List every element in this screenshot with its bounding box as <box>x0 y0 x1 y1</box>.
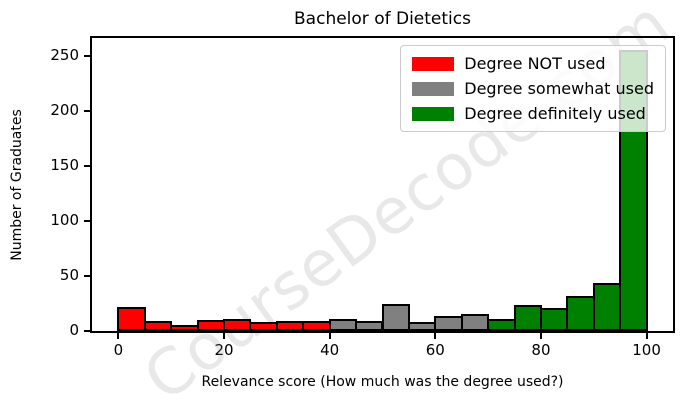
histogram-bar <box>223 319 252 331</box>
histogram-bar <box>592 282 622 331</box>
histogram-bar <box>487 319 516 331</box>
y-tick-mark <box>84 164 90 167</box>
legend: Degree NOT used Degree somewhat used Deg… <box>400 45 666 132</box>
y-tick-mark <box>84 274 90 277</box>
x-tick-label: 40 <box>320 341 340 359</box>
histogram-bar <box>407 322 437 331</box>
y-tick-label: 150 <box>50 155 79 174</box>
legend-entry-somewhat-used: Degree somewhat used <box>412 79 654 98</box>
histogram-bar <box>566 295 595 331</box>
x-tick-label: 20 <box>214 341 234 359</box>
histogram-bar <box>143 321 173 331</box>
y-tick-mark <box>84 330 90 332</box>
y-axis-label: Number of Graduates <box>9 109 25 261</box>
legend-entry-not-used: Degree NOT used <box>412 54 654 73</box>
histogram-bar <box>117 306 146 331</box>
x-tick-mark <box>539 333 542 339</box>
histogram-bar <box>249 322 278 331</box>
y-tick-label: 50 <box>59 265 79 284</box>
histogram-bar <box>328 319 358 331</box>
x-tick-label: 0 <box>113 341 124 359</box>
x-tick-mark <box>328 333 331 339</box>
histogram-bar <box>460 313 490 331</box>
histogram-bar <box>170 324 199 331</box>
histogram-bar <box>539 308 569 331</box>
x-tick-label: 80 <box>531 341 551 359</box>
y-tick-label: 200 <box>50 100 79 119</box>
legend-swatch-green <box>412 106 455 121</box>
legend-label: Degree NOT used <box>464 54 606 73</box>
histogram-bar <box>381 303 410 331</box>
x-tick-mark <box>434 333 437 339</box>
chart-title: Bachelor of Dietetics <box>294 9 471 29</box>
plot-area: Degree NOT used Degree somewhat used Deg… <box>90 36 675 333</box>
y-tick-label: 100 <box>50 210 79 229</box>
y-tick-mark <box>84 109 90 112</box>
y-tick-mark <box>84 54 90 57</box>
histogram-bar <box>513 304 542 331</box>
y-tick-mark <box>84 219 90 222</box>
histogram-bar <box>434 315 463 331</box>
y-tick-label: 250 <box>50 45 79 64</box>
legend-swatch-gray <box>412 81 455 96</box>
legend-entry-definitely-used: Degree definitely used <box>412 104 654 123</box>
y-tick-label: 0 <box>69 321 79 339</box>
histogram-bar <box>196 320 226 331</box>
x-tick-mark <box>223 333 226 339</box>
x-tick-label: 60 <box>425 341 445 359</box>
histogram-bar <box>302 321 331 331</box>
legend-label: Degree definitely used <box>464 104 646 123</box>
x-axis-label: Relevance score (How much was the degree… <box>201 374 564 390</box>
histogram-bar <box>355 321 384 331</box>
histogram-bar <box>275 321 305 331</box>
x-tick-mark <box>645 333 648 339</box>
x-tick-label: 100 <box>632 341 661 359</box>
legend-swatch-red <box>412 56 455 71</box>
x-tick-mark <box>117 333 120 339</box>
legend-label: Degree somewhat used <box>464 79 654 98</box>
